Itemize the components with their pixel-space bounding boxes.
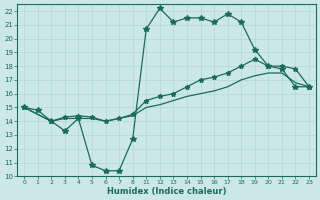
X-axis label: Humidex (Indice chaleur): Humidex (Indice chaleur) xyxy=(107,187,226,196)
